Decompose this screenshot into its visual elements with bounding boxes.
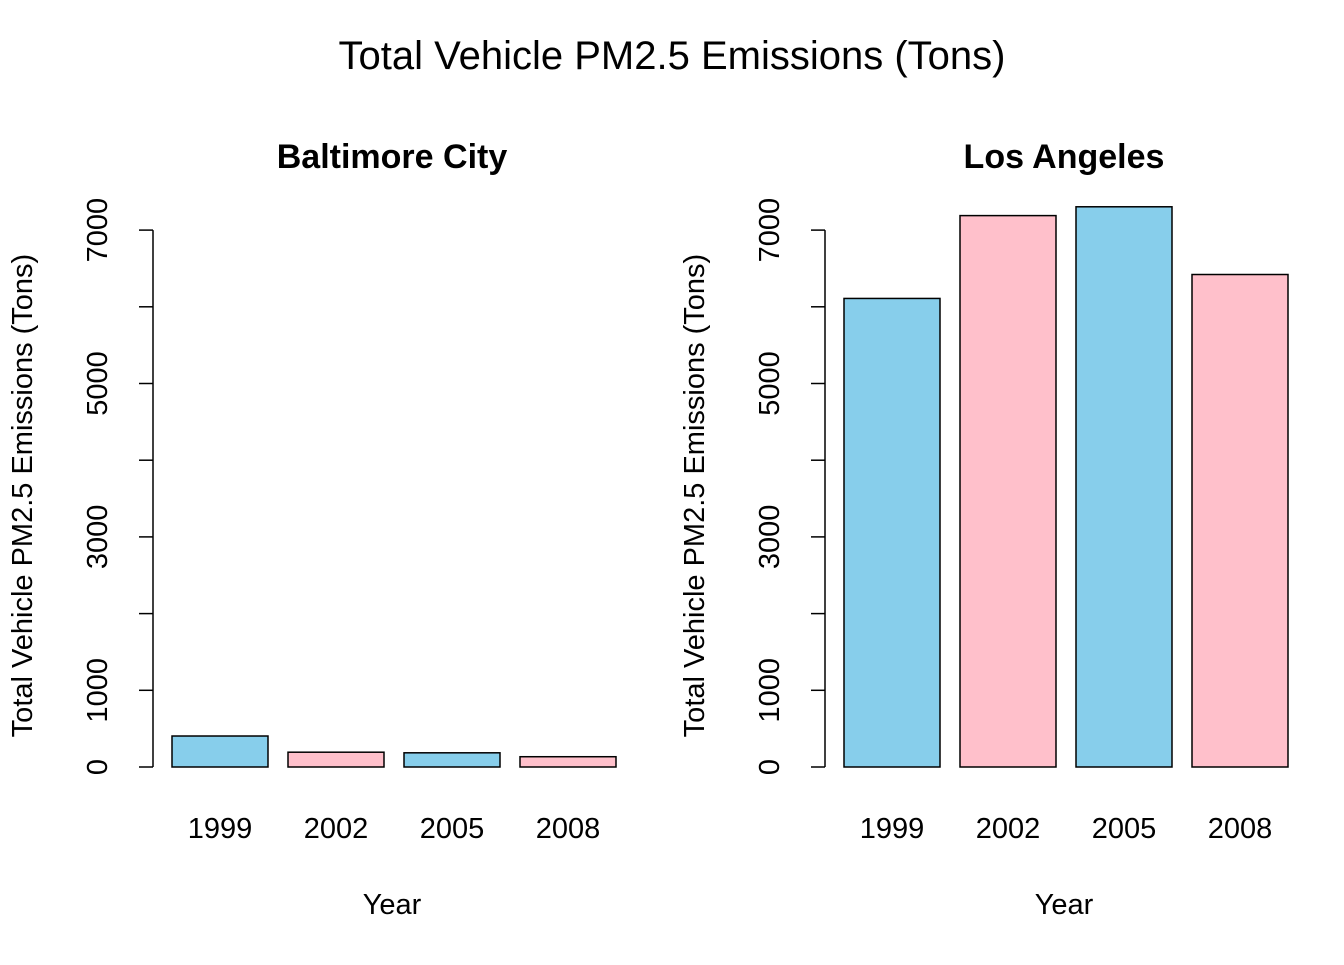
- main-title: Total Vehicle PM2.5 Emissions (Tons): [339, 34, 1006, 78]
- x-axis-label: Year: [363, 889, 422, 921]
- x-tick-label: 2005: [1092, 813, 1157, 845]
- bar-1999: [171, 735, 269, 768]
- y-tick-label: 3000: [82, 505, 114, 570]
- y-tick-label: 3000: [754, 505, 786, 570]
- y-axis-label: Total Vehicle PM2.5 Emissions (Tons): [7, 254, 39, 738]
- x-tick-label: 2002: [976, 813, 1041, 845]
- bar-2008: [1191, 273, 1289, 768]
- y-tick-label: 5000: [82, 351, 114, 416]
- bar-2005: [403, 752, 501, 768]
- y-tick-label: 7000: [82, 198, 114, 263]
- bar-1999: [843, 297, 941, 768]
- y-tick-label: 0: [82, 759, 114, 775]
- bar-2005: [1075, 206, 1173, 768]
- x-tick-label: 1999: [188, 813, 253, 845]
- y-tick-label: 0: [754, 759, 786, 775]
- y-tick-label: 5000: [754, 351, 786, 416]
- x-tick-label: 1999: [860, 813, 925, 845]
- panel-title: Baltimore City: [277, 138, 508, 176]
- panel-title: Los Angeles: [964, 138, 1165, 176]
- bar-2002: [959, 214, 1057, 768]
- x-axis-label: Year: [1035, 889, 1094, 921]
- y-tick-label: 1000: [754, 658, 786, 723]
- x-tick-label: 2008: [536, 813, 601, 845]
- x-tick-label: 2002: [304, 813, 369, 845]
- x-tick-label: 2005: [420, 813, 485, 845]
- bar-2008: [519, 755, 617, 768]
- panel-0: Baltimore City 0 1000 3000 5000 7000 Total Veh…: [7, 138, 617, 921]
- bar-2002: [287, 751, 385, 768]
- x-tick-label: 2008: [1208, 813, 1273, 845]
- y-axis-label: Total Vehicle PM2.5 Emissions (Tons): [679, 254, 711, 738]
- y-tick-label: 7000: [754, 198, 786, 263]
- panel-1: Los Angeles 0 1000 3000 5000 7000 Total Vehicl…: [679, 138, 1289, 921]
- y-tick-label: 1000: [82, 658, 114, 723]
